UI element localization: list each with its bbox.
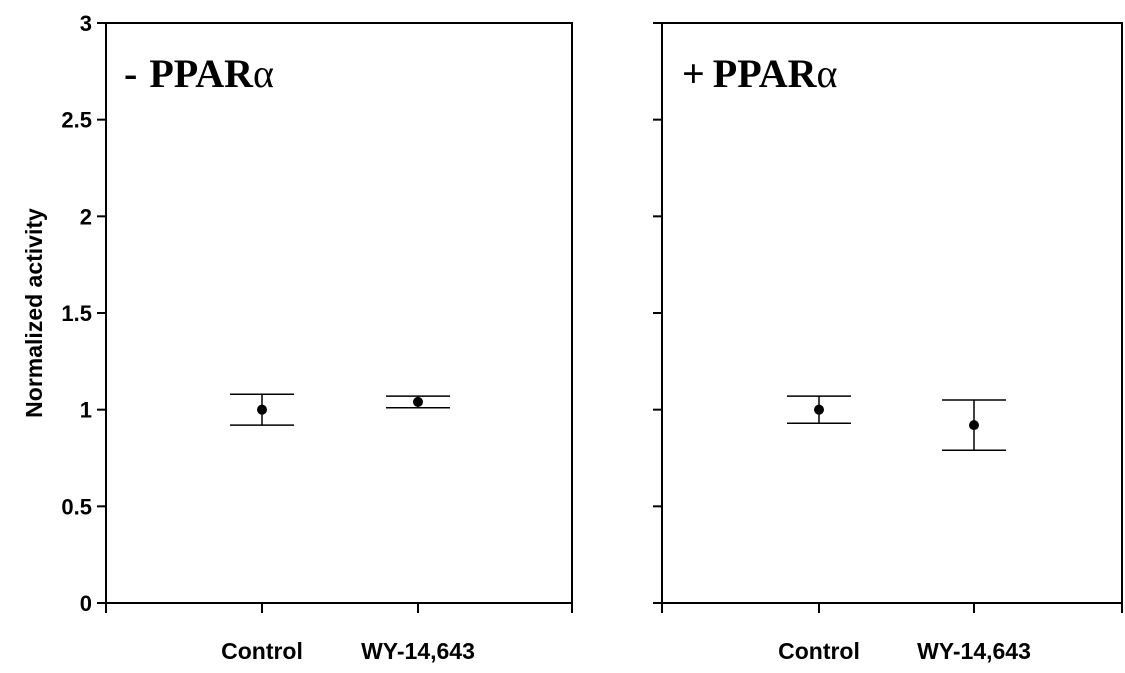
panel-title-sign: - <box>124 51 137 96</box>
panel-plus-ppara: + PPARα Control WY-14,643 <box>653 22 1123 664</box>
x-ticks <box>661 603 1123 613</box>
y-ticks <box>653 22 662 604</box>
y-tick-label: 1.5 <box>61 301 92 326</box>
panel-title: - PPARα <box>124 51 274 96</box>
data-point <box>257 404 267 415</box>
data-point-group <box>230 393 294 426</box>
panel-title-greek: α <box>253 51 274 96</box>
data-points <box>787 395 1006 452</box>
plot-frame <box>105 22 573 604</box>
panel-title-text: PPAR <box>713 51 818 96</box>
y-tick-label: 0 <box>80 591 92 616</box>
panel-title: + PPARα <box>682 51 837 96</box>
plot-frame <box>661 22 1123 604</box>
x-category-label-wy: WY-14,643 <box>361 638 475 664</box>
x-category-label-control: Control <box>778 638 860 664</box>
data-point <box>969 420 979 431</box>
panel-minus-ppara: 0 0.5 1 1.5 2 2.5 3 - PPARα Control WY-14,643 <box>61 11 573 664</box>
y-tick-label: 1 <box>80 398 92 423</box>
data-point-group <box>942 399 1006 452</box>
y-ticks: 0 0.5 1 1.5 2 2.5 3 <box>61 11 106 616</box>
x-ticks <box>105 603 573 613</box>
panel-title-sign: + <box>682 51 705 96</box>
panel-title-text: PPAR <box>149 51 254 96</box>
y-axis-title: Normalized activity <box>21 208 47 418</box>
y-tick-label: 2 <box>80 204 92 229</box>
data-point-group <box>787 395 851 424</box>
data-point-group <box>386 395 450 409</box>
y-tick-label: 2.5 <box>61 108 92 133</box>
x-category-label-wy: WY-14,643 <box>917 638 1031 664</box>
data-point <box>413 396 423 407</box>
data-point <box>814 404 824 415</box>
y-tick-label: 3 <box>80 11 92 36</box>
data-points <box>230 393 450 426</box>
y-tick-label: 0.5 <box>61 494 92 519</box>
x-category-label-control: Control <box>221 638 303 664</box>
panel-title-greek: α <box>816 51 837 96</box>
